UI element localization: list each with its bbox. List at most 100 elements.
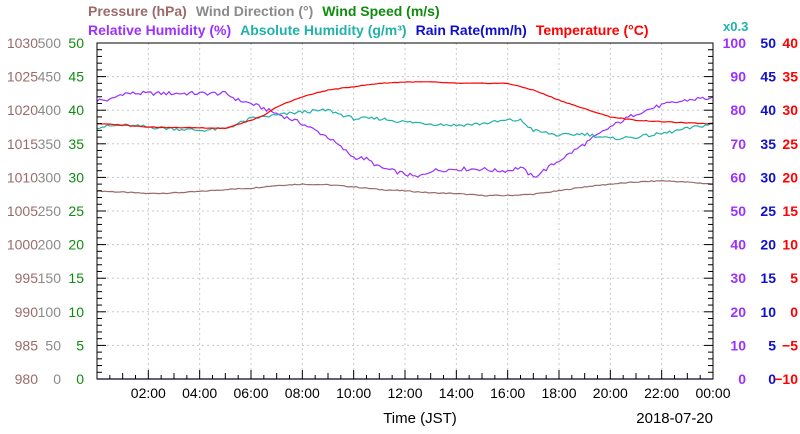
legend-entry: Relative Humidity (%) <box>88 22 231 38</box>
right-tick-label: 5 <box>790 270 798 286</box>
left-axes: 9809859909951000100510101015102010251030… <box>7 35 713 387</box>
legend-entry: Wind Direction (°) <box>196 3 313 19</box>
right-tick-label: 20 <box>782 169 798 185</box>
right-tick-label: 0 <box>768 371 776 387</box>
right-tick-label: 20 <box>730 304 746 320</box>
right-tick-label: 25 <box>760 203 776 219</box>
right-tick-label: 30 <box>730 270 746 286</box>
right-tick-label: 30 <box>782 102 798 118</box>
left-tick-label: 5 <box>76 337 84 353</box>
legend-entry: Temperature (°C) <box>536 22 649 38</box>
left-tick-label: 995 <box>15 270 39 286</box>
left-tick-label: 50 <box>68 35 84 51</box>
right-tick-label: 45 <box>760 69 776 85</box>
left-tick-label: 250 <box>38 203 62 219</box>
left-tick-label: 300 <box>38 169 62 185</box>
x-tick-label: 10:00 <box>336 385 371 401</box>
right-tick-label: 35 <box>782 69 798 85</box>
x-tick-label: 12:00 <box>387 385 422 401</box>
left-tick-label: 985 <box>15 337 39 353</box>
right-tick-label: 70 <box>730 136 746 152</box>
left-tick-label: 35 <box>68 136 84 152</box>
x-tick-label: 14:00 <box>439 385 474 401</box>
series-line <box>96 108 714 141</box>
right-tick-label: 20 <box>760 237 776 253</box>
right-tick-label: 25 <box>782 136 798 152</box>
left-tick-label: 350 <box>38 136 62 152</box>
left-tick-label: 40 <box>68 102 84 118</box>
grid-lines <box>97 43 713 379</box>
left-tick-label: 1025 <box>7 69 38 85</box>
right-tick-label: 35 <box>760 136 776 152</box>
legend-entry: Pressure (hPa) <box>88 3 187 19</box>
right-axes: 0102030405060708090100051015202530354045… <box>723 35 799 387</box>
left-tick-label: 100 <box>38 304 62 320</box>
legend-entry: Absolute Humidity (g/m³) <box>240 22 406 38</box>
multiplier-label: x0.3 <box>723 19 748 34</box>
right-tick-label: 50 <box>730 203 746 219</box>
legend-entry: Wind Speed (m/s) <box>322 3 439 19</box>
left-tick-label: 500 <box>38 35 62 51</box>
left-tick-label: 0 <box>76 371 84 387</box>
left-tick-label: 1020 <box>7 102 38 118</box>
right-tick-label: 40 <box>730 237 746 253</box>
right-tick-label: 90 <box>730 69 746 85</box>
left-tick-label: 45 <box>68 69 84 85</box>
title-row: Pressure (hPa) Wind Direction (°) Wind Spe… <box>88 3 440 19</box>
right-tick-label: 30 <box>760 169 776 185</box>
x-tick-label: 18:00 <box>541 385 576 401</box>
right-tick-label: 40 <box>760 102 776 118</box>
right-tick-label: −5 <box>782 337 798 353</box>
chart-title-legend: Pressure (hPa) Wind Direction (°) Wind Spe… <box>88 3 649 38</box>
x-tick-label: 16:00 <box>490 385 525 401</box>
right-tick-label: 50 <box>760 35 776 51</box>
left-tick-label: 1015 <box>7 136 38 152</box>
right-tick-label: 0 <box>790 304 798 320</box>
left-tick-label: 980 <box>15 371 39 387</box>
right-tick-label: −10 <box>774 371 798 387</box>
left-tick-label: 30 <box>68 169 84 185</box>
x-tick-label: 02:00 <box>131 385 166 401</box>
series-line <box>97 81 714 130</box>
left-tick-label: 25 <box>68 203 84 219</box>
right-tick-label: 15 <box>782 203 798 219</box>
left-tick-label: 1000 <box>7 237 38 253</box>
series-line <box>96 90 714 178</box>
x-tick-label: 20:00 <box>593 385 628 401</box>
date-label: 2018-07-20 <box>636 410 713 427</box>
left-tick-label: 0 <box>53 371 61 387</box>
right-tick-label: 0 <box>738 371 746 387</box>
legend-entry: Rain Rate(mm/h) <box>416 22 527 38</box>
right-tick-label: 10 <box>760 304 776 320</box>
right-tick-label: 60 <box>730 169 746 185</box>
left-tick-label: 1010 <box>7 169 38 185</box>
left-tick-label: 1030 <box>7 35 38 51</box>
x-tick-label: 06:00 <box>233 385 268 401</box>
right-tick-label: 15 <box>760 270 776 286</box>
right-tick-label: 10 <box>782 237 798 253</box>
right-tick-label: 100 <box>723 35 747 51</box>
left-tick-label: 400 <box>38 102 62 118</box>
x-tick-label: 22:00 <box>644 385 679 401</box>
x-tick-label: 04:00 <box>182 385 217 401</box>
left-tick-label: 1005 <box>7 203 38 219</box>
x-tick-label: 08:00 <box>285 385 320 401</box>
left-tick-label: 20 <box>68 237 84 253</box>
title-row: Relative Humidity (%) Absolute Humidity (… <box>88 22 649 38</box>
left-tick-label: 990 <box>15 304 39 320</box>
right-tick-label: 40 <box>782 35 798 51</box>
right-tick-label: 80 <box>730 102 746 118</box>
right-tick-label: 10 <box>730 337 746 353</box>
x-axis-title: Time (JST) <box>383 410 457 427</box>
left-tick-label: 15 <box>68 270 84 286</box>
x-tick-label: 00:00 <box>695 385 730 401</box>
left-tick-label: 50 <box>45 337 61 353</box>
left-tick-label: 150 <box>38 270 62 286</box>
right-tick-label: 5 <box>768 337 776 353</box>
left-tick-label: 10 <box>68 304 84 320</box>
series-line <box>96 179 713 197</box>
left-tick-label: 200 <box>38 237 62 253</box>
left-tick-label: 450 <box>38 69 62 85</box>
x-axis: 02:00 04:00 06:00 08:00 10:00 12:00 14:00 16:00… <box>109 370 731 401</box>
